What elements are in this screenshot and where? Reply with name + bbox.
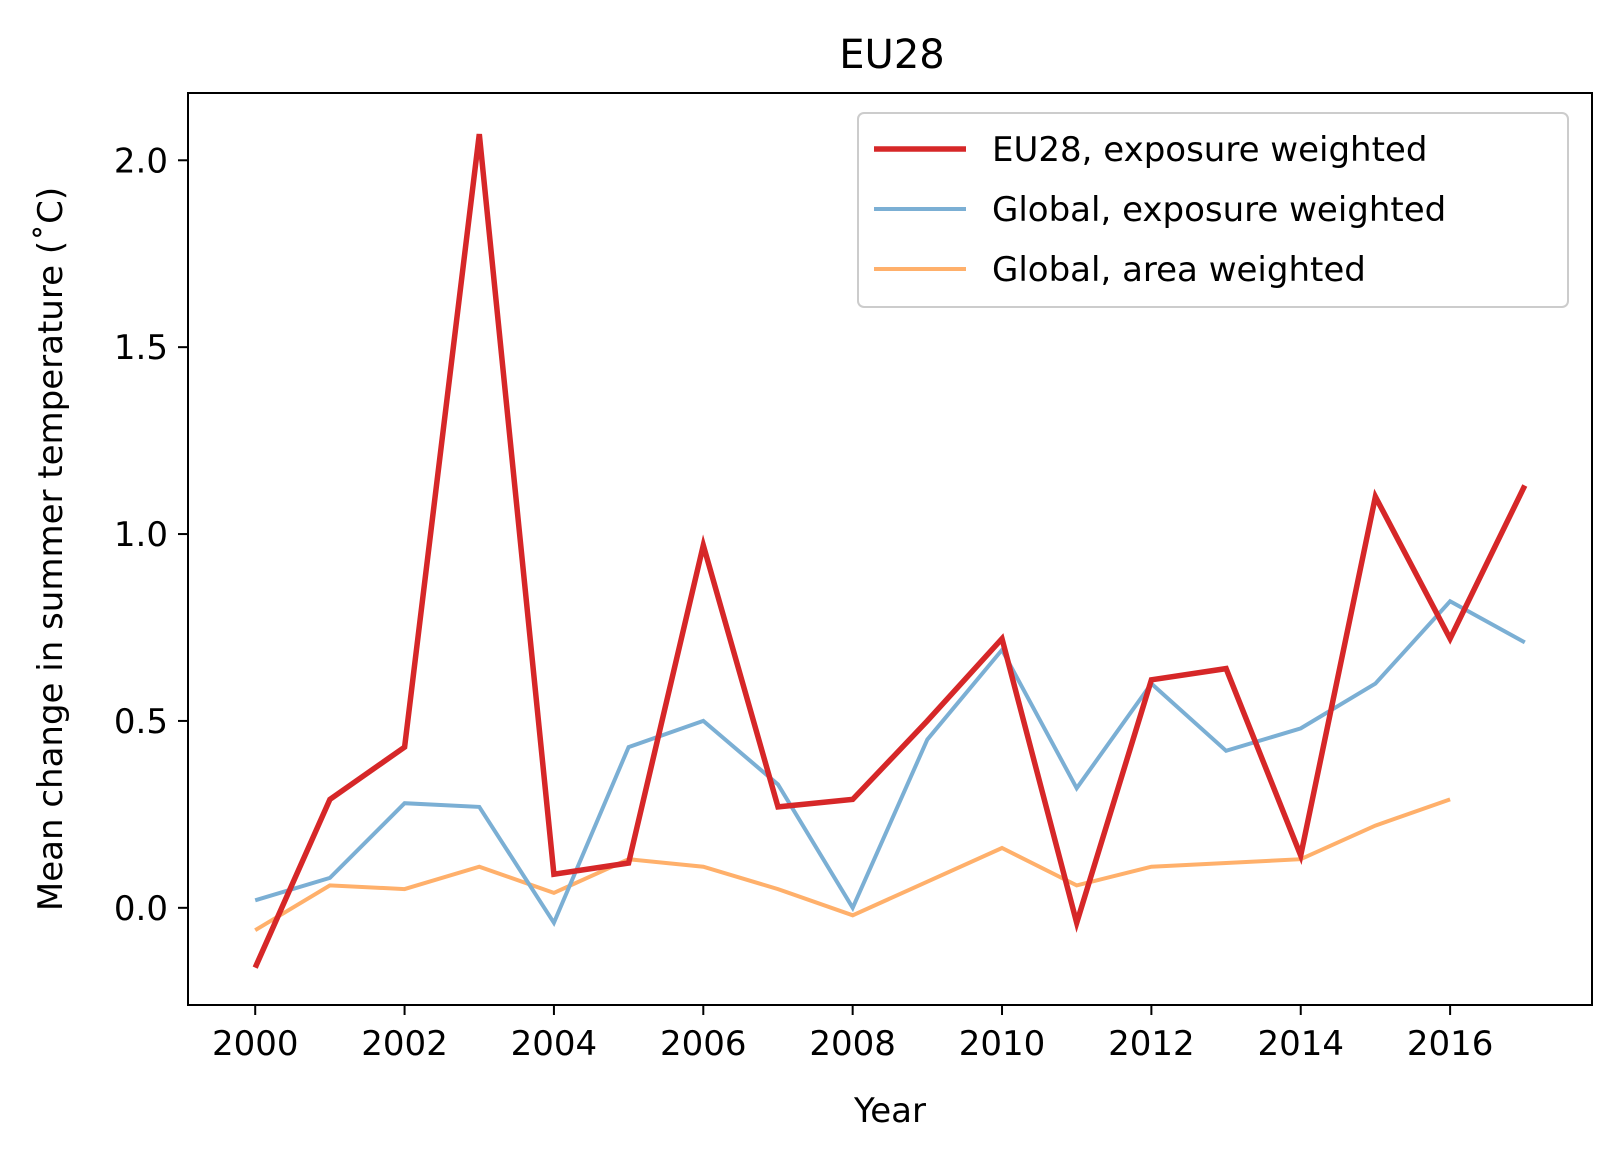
y-tick-label: 1.5 <box>114 328 168 368</box>
x-tick-label: 2006 <box>660 1024 747 1064</box>
chart-title: EU28 <box>839 32 944 78</box>
x-tick-label: 2002 <box>361 1024 448 1064</box>
legend-label: Global, area weighted <box>992 250 1366 290</box>
series-line-2 <box>254 598 1526 928</box>
x-tick-label: 2004 <box>511 1024 598 1064</box>
legend-label: EU28, exposure weighted <box>992 130 1427 170</box>
x-axis: 2000 2002 2004 2006 2008 2010 2012 2014 2016 <box>212 1005 1493 1064</box>
legend: EU28, exposure weighted Global, exposure … <box>857 112 1569 308</box>
series-layer <box>252 133 1528 969</box>
x-tick-label: 2000 <box>212 1024 299 1064</box>
y-tick-label: 1.0 <box>114 515 168 555</box>
y-tick-label: 2.0 <box>114 141 168 181</box>
y-axis-label: Mean change in summer temperature (˚C) <box>31 187 71 911</box>
x-tick-label: 2010 <box>959 1024 1046 1064</box>
y-axis: 0.0 0.5 1.0 1.5 2.0 <box>114 141 188 929</box>
x-tick-label: 2014 <box>1257 1024 1344 1064</box>
plot-frame <box>187 92 1593 1006</box>
x-tick-label: 2008 <box>809 1024 896 1064</box>
y-tick-label: 0.0 <box>114 889 168 929</box>
legend-label: Global, exposure weighted <box>992 190 1446 230</box>
series-line-1 <box>252 133 1528 969</box>
series-line-3 <box>254 797 1451 932</box>
x-tick-label: 2012 <box>1108 1024 1195 1064</box>
x-axis-label: Year <box>853 1091 926 1131</box>
legend-box <box>857 112 1569 308</box>
y-tick-label: 0.5 <box>114 702 168 742</box>
x-tick-label: 2016 <box>1407 1024 1494 1064</box>
